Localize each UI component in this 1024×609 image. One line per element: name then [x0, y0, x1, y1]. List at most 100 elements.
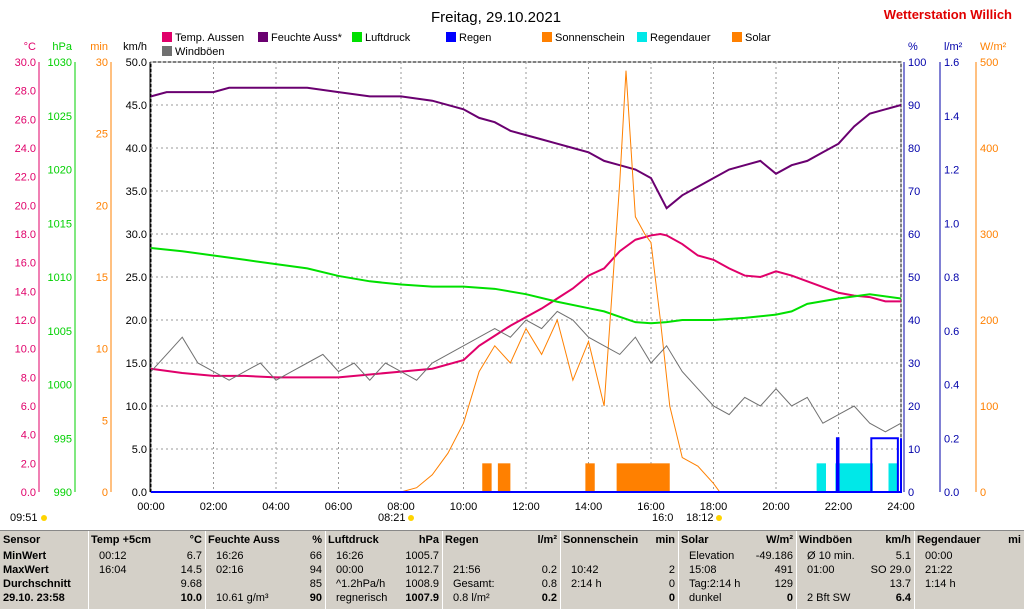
stats-cell-value: 1007.9: [405, 592, 439, 604]
sunshine-tick-label: 30: [96, 57, 108, 69]
rain-tick-label: 1.2: [944, 165, 959, 177]
x-tick-label: 22:00: [825, 501, 853, 513]
stats-row: regnerisch 1007.9: [328, 592, 439, 606]
stats-header-label: Windböen: [799, 534, 853, 546]
stats-cell-value: 6.4: [895, 592, 911, 604]
stats-row: 13.7: [799, 578, 911, 592]
wind-tick-label: 25.0: [126, 272, 147, 284]
humidity-tick-label: 80: [908, 143, 920, 155]
pressure-tick-label: 1030: [48, 57, 72, 69]
pressure-tick-label: 990: [54, 487, 72, 499]
stats-row: 02:16 94: [208, 564, 322, 578]
stats-cell-value: 5.1: [895, 550, 911, 562]
stats-cell-value: 0.2: [541, 592, 557, 604]
stats-column-sonnenschein: Sonnenschein min 10:42 2 2:14 h 0 0: [560, 531, 679, 609]
stats-cell-info: 2:14 h: [571, 578, 602, 590]
stats-cell-info: ^1.2hPa/h: [336, 578, 386, 590]
stats-cell-info: Gesamt:: [453, 578, 495, 590]
stats-cell-info: Ø 10 min.: [807, 550, 855, 562]
x-tick-label: 18:00: [700, 501, 728, 513]
stats-unit-label: %: [312, 534, 322, 546]
stats-cell-info: Tag:2:14 h: [689, 578, 741, 590]
stats-cell-value: 13.7: [889, 578, 911, 590]
humidity-tick-label: 30: [908, 358, 920, 370]
stats-row-label: Durchschnitt: [3, 578, 71, 590]
solar-tick-label: 300: [980, 229, 998, 241]
stats-cell-value: 94: [309, 564, 322, 576]
feuchte-auss-series-line: [150, 86, 902, 210]
stats-row: 16:04 14.5: [91, 564, 202, 578]
x-tick-label: 12:00: [512, 501, 540, 513]
stats-cell-value: -49.186: [755, 550, 793, 562]
humidity-tick-label: 0: [908, 487, 914, 499]
stats-cell-info: 00:12: [99, 550, 127, 562]
wind-tick-label: 50.0: [126, 57, 147, 69]
x-tick-label: 04:00: [262, 501, 290, 513]
stats-header: Temp +5cm °C: [91, 534, 202, 548]
humidity-unit-label: %: [908, 41, 918, 53]
x-tick-label: 02:00: [200, 501, 228, 513]
solar-tick-label: 200: [980, 315, 998, 327]
stats-cell-value: 10.0: [180, 592, 202, 604]
humidity-tick-label: 90: [908, 100, 920, 112]
stats-cell-info: dunkel: [689, 592, 722, 604]
regendauer-bar: [888, 463, 898, 492]
stats-header-label: Luftdruck: [328, 534, 379, 546]
stats-row: 0: [563, 592, 675, 606]
solar-tick-label: 400: [980, 143, 998, 155]
stats-cell-value: 85: [309, 578, 322, 590]
x-tick-label: 08:00: [387, 501, 415, 513]
stats-column-feuchte: Feuchte Auss% 16:26 66 02:16 94 85 10.61 g/m³ 9…: [205, 531, 326, 609]
weather-chart: 00:00 02:00 04:00 06:00 08:00 10:00 12:00 14:00…: [10, 7, 1012, 524]
stats-row: [563, 550, 675, 564]
stats-cell-value: 129: [774, 578, 793, 590]
stats-row: Durchschnitt: [3, 578, 85, 592]
temperature-tick-label: 16.0: [15, 258, 36, 270]
sunshine-tick-label: 0: [102, 487, 108, 499]
humidity-tick-label: 40: [908, 315, 920, 327]
wind-tick-label: 15.0: [126, 358, 147, 370]
sonnenschein-bar: [482, 463, 492, 492]
x-tick-label: 16:00: [637, 501, 665, 513]
stats-cell-value: 1012.7: [405, 564, 439, 576]
stats-cell-value: 1005.7: [405, 550, 439, 562]
stats-unit-label: W/m²: [766, 534, 793, 546]
humidity-tick-label: 10: [908, 444, 920, 456]
stats-header: Luftdruck hPa: [328, 534, 439, 548]
stats-header: Sonnenschein min: [563, 534, 675, 548]
stats-cell-info: 16:26: [216, 550, 244, 562]
stats-column-temp: Temp +5cm °C 00:12 6.7 16:04 14.5 9.68 10.0: [88, 531, 206, 609]
stats-row: 2:14 h 0: [563, 578, 675, 592]
stats-cell-value: 0: [668, 592, 675, 604]
chart-title: Freitag, 29.10.2021: [431, 9, 561, 26]
x-tick-label: 00:00: [137, 501, 165, 513]
temperature-tick-label: 0.0: [21, 487, 36, 499]
legend-label: Regen: [459, 32, 491, 44]
stats-cell-info: 01:00: [807, 564, 835, 576]
legend-swatch: [352, 32, 362, 42]
temperature-tick-label: 26.0: [15, 114, 36, 126]
rain-tick-label: 0.2: [944, 433, 959, 445]
stats-cell-info: 10.61 g/m³: [216, 592, 269, 604]
wind-tick-label: 40.0: [126, 143, 147, 155]
stats-cell-info: 00:00: [925, 550, 953, 562]
stats-row: 16:26 1005.7: [328, 550, 439, 564]
rain-unit-label: l/m²: [944, 41, 963, 53]
sunshine-tick-label: 25: [96, 129, 108, 141]
rain-tick-label: 0.4: [944, 380, 959, 392]
stats-row: MinWert: [3, 550, 85, 564]
legend-label: Regendauer: [650, 32, 711, 44]
stats-row: 0.8 l/m² 0.2: [445, 592, 557, 606]
stats-cell-info: regnerisch: [336, 592, 388, 604]
stats-row: 15:08 491: [681, 564, 793, 578]
stats-header-label: Solar: [681, 534, 709, 546]
station-name: Wetterstation Willich: [884, 7, 1012, 22]
solarseries-line: [151, 70, 901, 493]
wind-tick-label: 20.0: [126, 315, 147, 327]
legend-swatch: [542, 32, 552, 42]
legend-swatch: [162, 32, 172, 42]
temperature-tick-label: 12.0: [15, 315, 36, 327]
stats-header: Solar W/m²: [681, 534, 793, 548]
pressure-tick-label: 995: [54, 433, 72, 445]
humidity-tick-label: 60: [908, 229, 920, 241]
